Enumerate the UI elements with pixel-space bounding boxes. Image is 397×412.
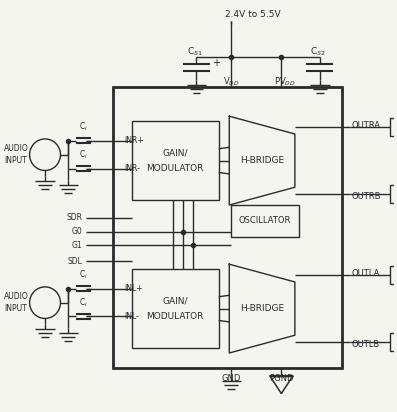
Text: SDL: SDL xyxy=(68,257,83,266)
Bar xyxy=(132,269,219,348)
Text: C$_{S2}$: C$_{S2}$ xyxy=(310,46,326,59)
Text: H-BRIDGE: H-BRIDGE xyxy=(240,304,284,313)
Bar xyxy=(390,333,397,351)
Text: INPUT: INPUT xyxy=(5,156,27,165)
Text: GAIN/: GAIN/ xyxy=(162,296,188,305)
Bar xyxy=(390,266,397,284)
Text: INL+: INL+ xyxy=(124,284,143,293)
Bar xyxy=(390,118,397,136)
Text: G0: G0 xyxy=(72,227,83,236)
Text: INL-: INL- xyxy=(124,312,139,321)
Bar xyxy=(113,87,342,368)
Text: OSCILLATOR: OSCILLATOR xyxy=(239,216,291,225)
Text: OUTLA: OUTLA xyxy=(352,269,380,278)
Text: C$_i$: C$_i$ xyxy=(79,296,88,309)
Text: V$_{DD}$: V$_{DD}$ xyxy=(223,75,239,88)
Text: 2.4V to 5.5V: 2.4V to 5.5V xyxy=(225,10,280,19)
Text: INR+: INR+ xyxy=(124,136,144,145)
Text: C$_{S1}$: C$_{S1}$ xyxy=(187,46,203,59)
Polygon shape xyxy=(270,376,293,393)
Text: MODULATOR: MODULATOR xyxy=(146,164,204,173)
Polygon shape xyxy=(271,377,292,393)
Text: GND: GND xyxy=(222,374,241,383)
Text: GAIN/: GAIN/ xyxy=(162,148,188,157)
Text: C$_i$: C$_i$ xyxy=(79,148,88,161)
Text: PV$_{DD}$: PV$_{DD}$ xyxy=(274,75,296,88)
Text: AUDIO: AUDIO xyxy=(4,144,29,153)
Bar xyxy=(132,121,219,200)
Text: OUTRB: OUTRB xyxy=(352,192,381,201)
Bar xyxy=(231,205,299,236)
Text: MODULATOR: MODULATOR xyxy=(146,312,204,321)
Text: C$_i$: C$_i$ xyxy=(79,121,88,133)
Text: INPUT: INPUT xyxy=(5,304,27,313)
Bar xyxy=(390,185,397,203)
Text: OUTRA: OUTRA xyxy=(352,121,381,130)
Text: INR-: INR- xyxy=(124,164,140,173)
Text: G1: G1 xyxy=(72,241,83,250)
Text: OUTLB: OUTLB xyxy=(352,339,380,349)
Text: SDR: SDR xyxy=(67,213,83,222)
Text: H-BRIDGE: H-BRIDGE xyxy=(240,156,284,165)
Text: +: + xyxy=(212,58,220,68)
Text: AUDIO: AUDIO xyxy=(4,292,29,301)
Text: PGND: PGND xyxy=(269,374,294,383)
Text: C$_i$: C$_i$ xyxy=(79,269,88,281)
